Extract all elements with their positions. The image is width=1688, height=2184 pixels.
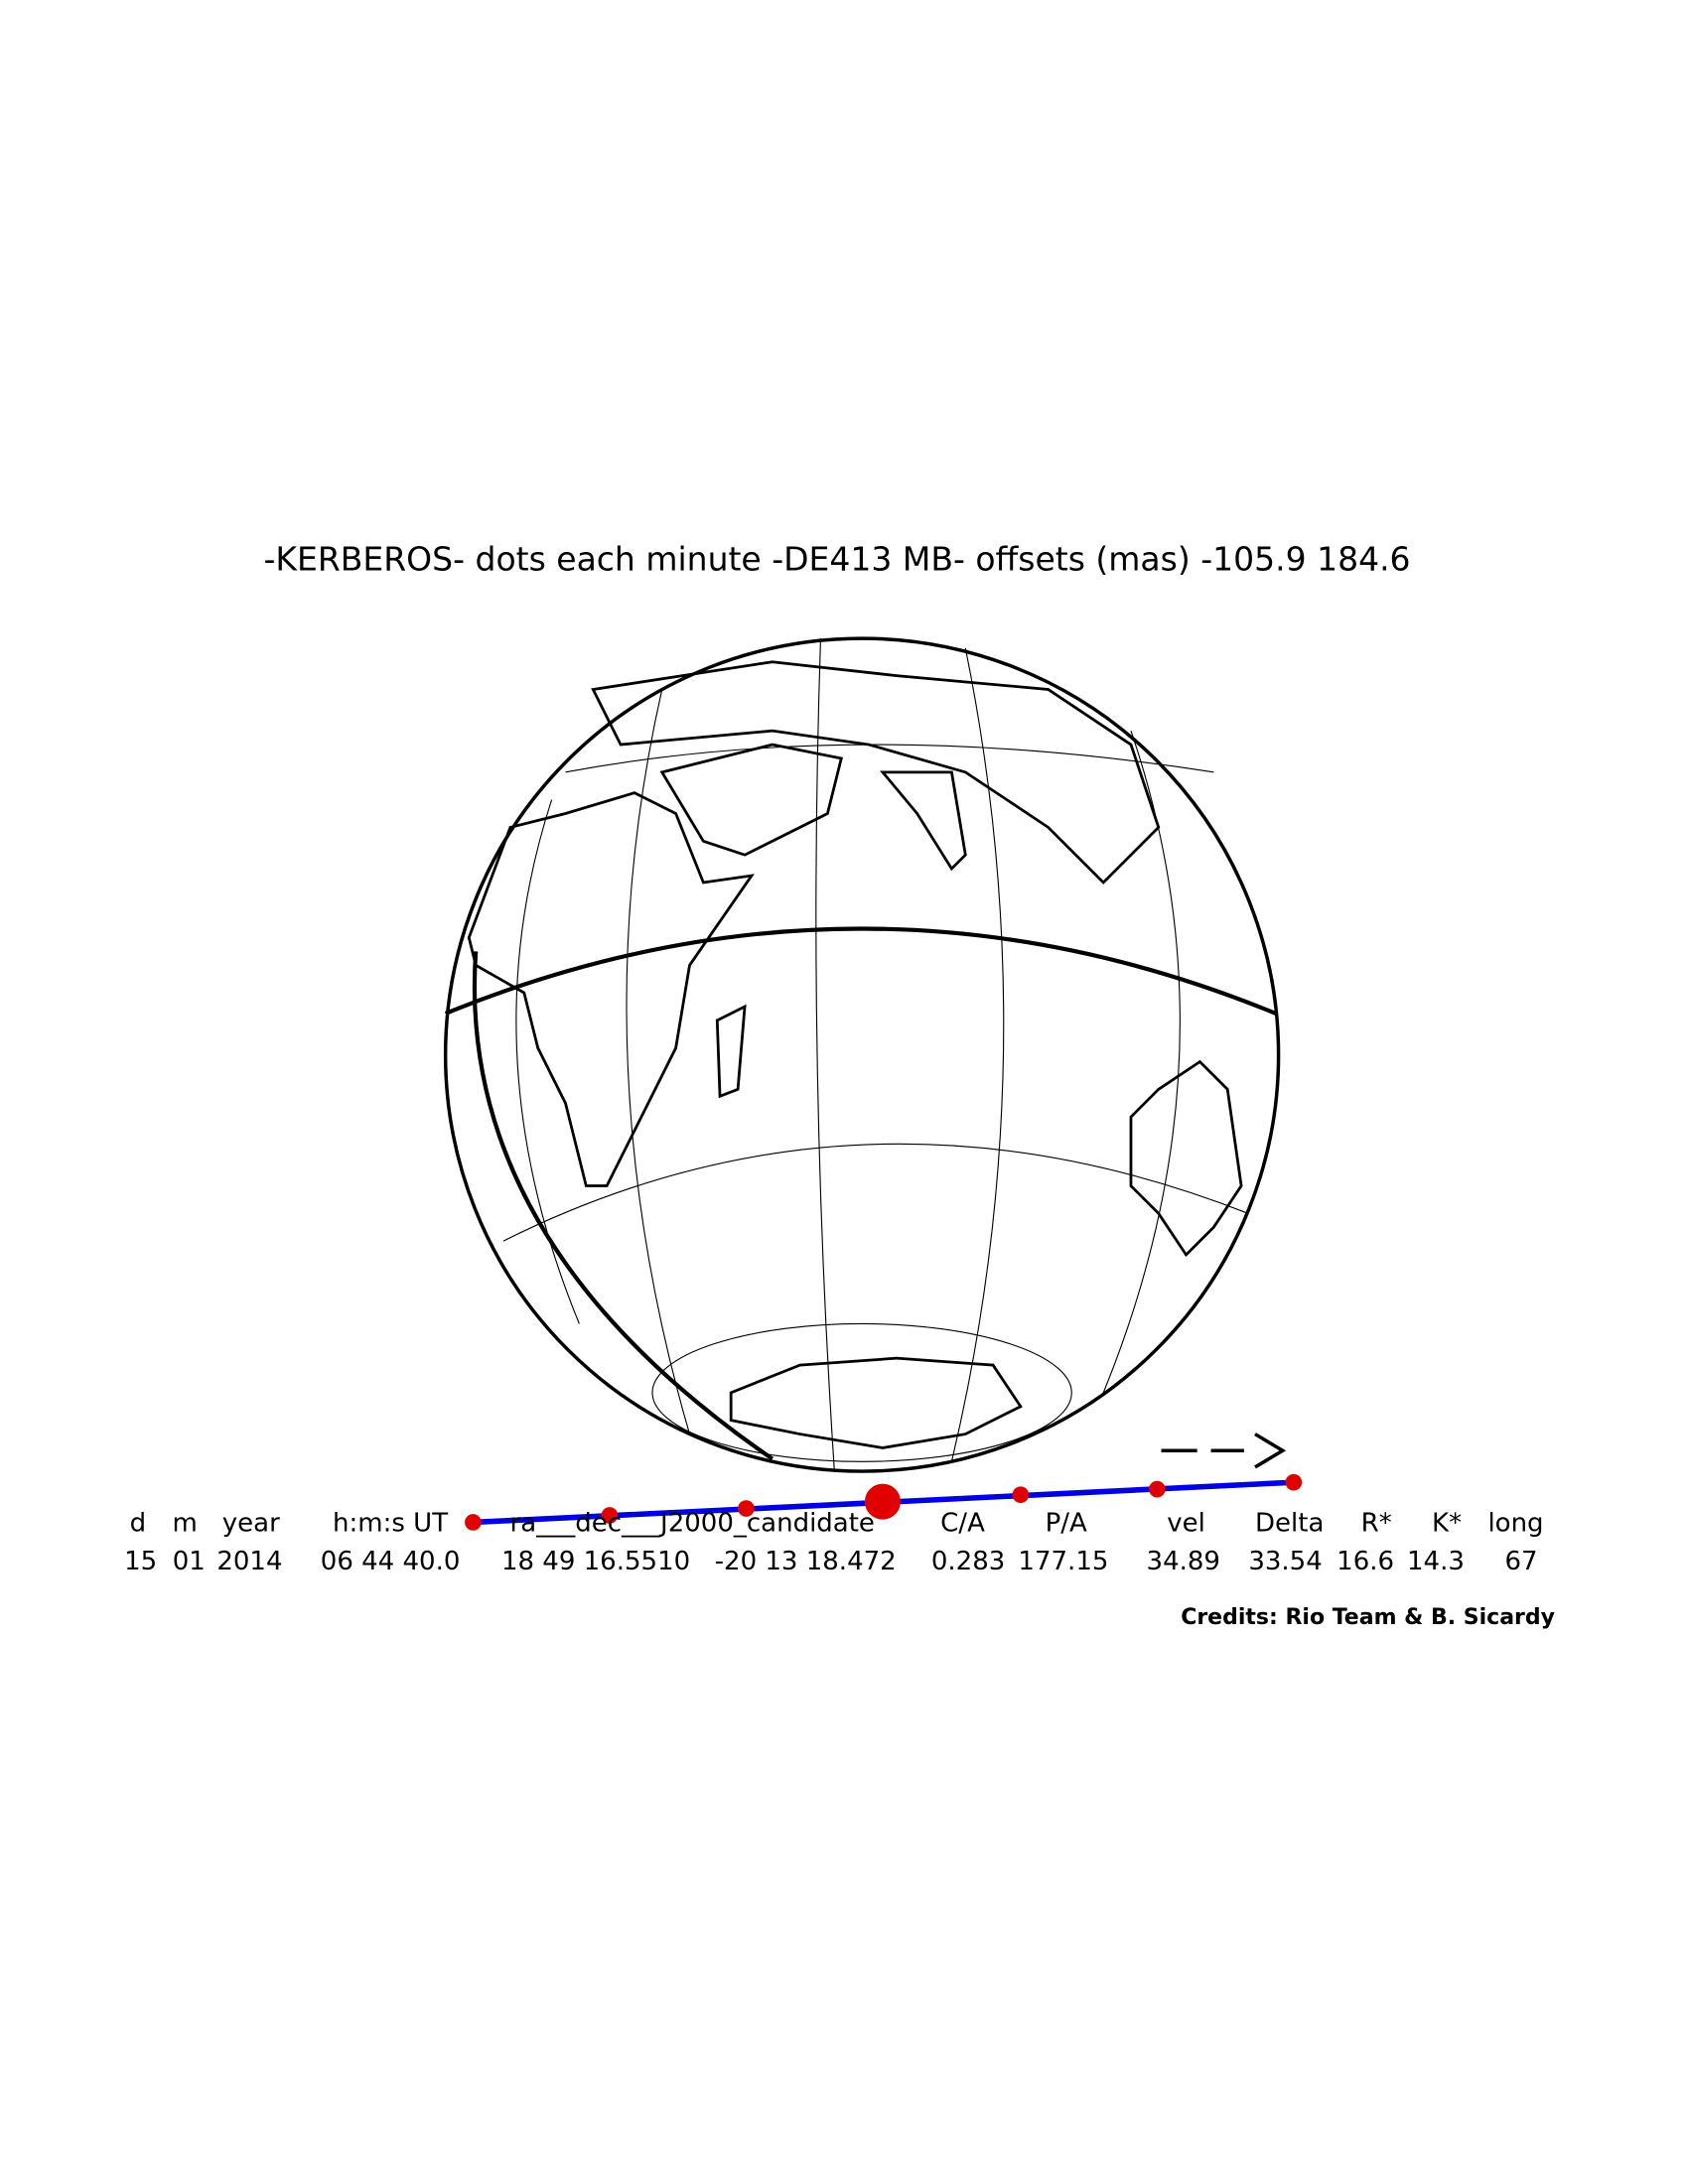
table-header: R* <box>1361 1508 1392 1538</box>
info-table: d m year h:m:s UT ra___dec___J2000_candidate… <box>124 1508 1543 1576</box>
table-value: 06 44 40.0 <box>321 1547 461 1576</box>
title: -KERBEROS- dots each minute -DE413 MB- o… <box>263 540 1410 579</box>
table-header: C/A <box>940 1508 985 1538</box>
table-header: d <box>130 1508 147 1538</box>
shadow-limit <box>472 951 774 1461</box>
globe-outline <box>443 636 1281 1473</box>
table-value: 67 <box>1505 1547 1538 1576</box>
globe <box>443 636 1303 1531</box>
table-header: P/A <box>1046 1508 1087 1538</box>
credits: Credits: Rio Team & B. Sicardy <box>1181 1605 1555 1630</box>
table-value: 34.89 <box>1147 1547 1220 1576</box>
table-value: 2014 <box>216 1547 282 1576</box>
table-value: 18 49 16.5510 <box>501 1547 690 1576</box>
table-value: 15 <box>124 1547 157 1576</box>
table-header: long <box>1487 1508 1543 1538</box>
equator <box>444 926 1277 1016</box>
coastlines <box>467 660 1243 1449</box>
direction-arrow <box>1161 1433 1287 1469</box>
path-dots <box>465 1473 1303 1531</box>
table-header: K* <box>1432 1508 1462 1538</box>
table-header: year <box>222 1508 280 1538</box>
table-header: m <box>172 1508 197 1538</box>
table-header: Delta <box>1255 1508 1324 1538</box>
table-header: ra___dec___J2000_candidate <box>510 1508 875 1538</box>
table-value: -20 13 18.472 <box>715 1547 897 1576</box>
table-value: 16.6 <box>1336 1547 1394 1576</box>
table-header: h:m:s UT <box>333 1508 448 1538</box>
table-value: 14.3 <box>1407 1547 1465 1576</box>
table-value: 33.54 <box>1248 1547 1322 1576</box>
table-value: 01 <box>173 1547 206 1576</box>
table-value: 0.283 <box>931 1547 1005 1576</box>
table-value: 177.15 <box>1018 1547 1108 1576</box>
table-header: vel <box>1167 1508 1205 1538</box>
